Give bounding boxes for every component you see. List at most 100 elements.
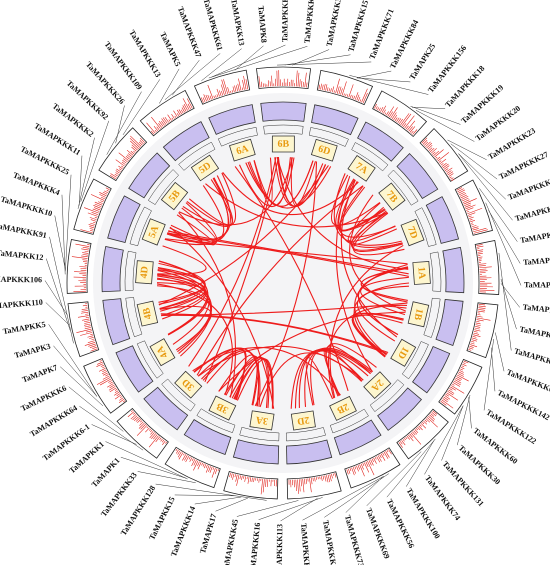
histogram-bar bbox=[431, 411, 437, 417]
histogram-bar bbox=[452, 382, 461, 387]
chromosome-block bbox=[425, 196, 460, 244]
gene-label: TaMAPKK5 bbox=[2, 320, 46, 336]
gene-label: TaMAPKKK79 bbox=[299, 523, 312, 565]
histogram-bar bbox=[404, 115, 415, 129]
histogram-bar bbox=[475, 326, 481, 328]
gene-label: TaMAPKKK106 bbox=[0, 275, 42, 285]
histogram-bar bbox=[102, 366, 105, 369]
histogram-bar bbox=[178, 109, 182, 115]
histogram-bar bbox=[91, 212, 99, 216]
histogram-bar bbox=[464, 202, 471, 207]
chromosome-label: 2D bbox=[296, 414, 310, 427]
label-track bbox=[178, 141, 216, 171]
histogram-bar bbox=[161, 439, 165, 443]
histogram-bar bbox=[96, 377, 111, 385]
histogram-bar bbox=[470, 344, 478, 348]
link bbox=[188, 157, 277, 367]
gene-label: TaMAPKKK16 bbox=[248, 522, 262, 565]
histogram-bar bbox=[108, 380, 112, 383]
histogram-bar bbox=[460, 367, 465, 370]
histogram-bar bbox=[107, 383, 114, 388]
histogram-bar bbox=[340, 88, 343, 95]
connector bbox=[80, 120, 110, 202]
histogram-bar bbox=[74, 271, 87, 273]
histogram-bar bbox=[82, 305, 88, 307]
histogram-bar bbox=[132, 415, 138, 421]
histogram-bar bbox=[185, 455, 190, 463]
histogram-bar bbox=[202, 463, 205, 467]
chromosome-block bbox=[435, 299, 464, 347]
link bbox=[350, 211, 397, 246]
histogram-bar bbox=[241, 87, 244, 91]
histogram-bar bbox=[73, 290, 87, 292]
histogram-bar bbox=[93, 207, 101, 211]
link bbox=[204, 156, 280, 383]
histogram-bar bbox=[115, 172, 119, 175]
histogram-bar bbox=[449, 388, 453, 391]
histogram-bar bbox=[100, 364, 105, 367]
connector bbox=[349, 75, 429, 95]
histogram-bar bbox=[271, 75, 273, 87]
histogram-bar bbox=[477, 249, 484, 251]
histogram-bar bbox=[387, 106, 395, 117]
histogram-bar bbox=[215, 95, 217, 98]
histogram-bar bbox=[456, 187, 462, 191]
connector bbox=[155, 483, 267, 501]
label-track bbox=[285, 427, 326, 442]
histogram-bar bbox=[330, 88, 332, 92]
histogram-bar bbox=[466, 207, 474, 211]
chromosome-block bbox=[107, 195, 141, 244]
histogram-bar bbox=[461, 365, 465, 368]
histogram-bar bbox=[182, 105, 187, 112]
histogram-bar bbox=[231, 90, 233, 93]
label-track bbox=[351, 142, 389, 172]
gene-label: TaMAPKK1 bbox=[68, 440, 106, 476]
gene-label: TaMAPKKK15 bbox=[346, 0, 370, 53]
gene-label: TaMAPKKK47 bbox=[176, 6, 203, 59]
histogram-bar bbox=[318, 84, 320, 90]
histogram-bar bbox=[312, 477, 314, 482]
histogram-bar bbox=[323, 83, 326, 91]
gene-label: TaMAPK1 bbox=[90, 456, 122, 489]
connector bbox=[356, 77, 411, 83]
chromosome-label-box bbox=[390, 338, 417, 367]
link bbox=[193, 347, 260, 407]
link bbox=[294, 348, 373, 409]
histogram-bar bbox=[415, 428, 418, 431]
link bbox=[225, 355, 259, 406]
histogram-bar bbox=[158, 121, 164, 127]
histogram-bar bbox=[428, 147, 433, 151]
histogram-bar bbox=[197, 461, 200, 467]
histogram-bar bbox=[422, 140, 428, 145]
histogram-bar bbox=[385, 451, 390, 458]
histogram-bar bbox=[84, 325, 91, 328]
chromosome-label-box bbox=[310, 138, 338, 162]
histogram-bar bbox=[472, 226, 479, 229]
chromosome-label: 4D bbox=[139, 266, 151, 279]
label-track bbox=[429, 251, 442, 292]
histogram-bar bbox=[349, 468, 352, 471]
histogram-bar bbox=[391, 112, 397, 120]
histogram-bar bbox=[150, 130, 155, 135]
histogram-bar bbox=[473, 229, 488, 234]
connector bbox=[284, 54, 351, 66]
gene-label: TaMAPKKK55 bbox=[524, 280, 550, 290]
histogram-bar bbox=[186, 98, 193, 109]
chromosome-label-group: 5B bbox=[160, 181, 189, 211]
connector bbox=[164, 53, 221, 100]
histogram-bar bbox=[426, 417, 438, 428]
chromosome-label-box bbox=[174, 370, 203, 399]
histogram-bar bbox=[160, 438, 163, 442]
histogram-bar bbox=[361, 88, 368, 103]
histogram-bar bbox=[90, 348, 98, 352]
histogram-bar bbox=[301, 80, 303, 87]
histogram-bar bbox=[476, 320, 480, 323]
histogram-bar bbox=[90, 333, 93, 335]
histogram-bar bbox=[362, 463, 365, 466]
histogram-bar bbox=[425, 418, 431, 423]
histogram-bar bbox=[350, 94, 352, 98]
chromosome-label: 1B bbox=[411, 307, 424, 321]
histogram-bar bbox=[465, 204, 476, 210]
histogram-bar bbox=[414, 429, 419, 433]
link bbox=[249, 160, 314, 207]
